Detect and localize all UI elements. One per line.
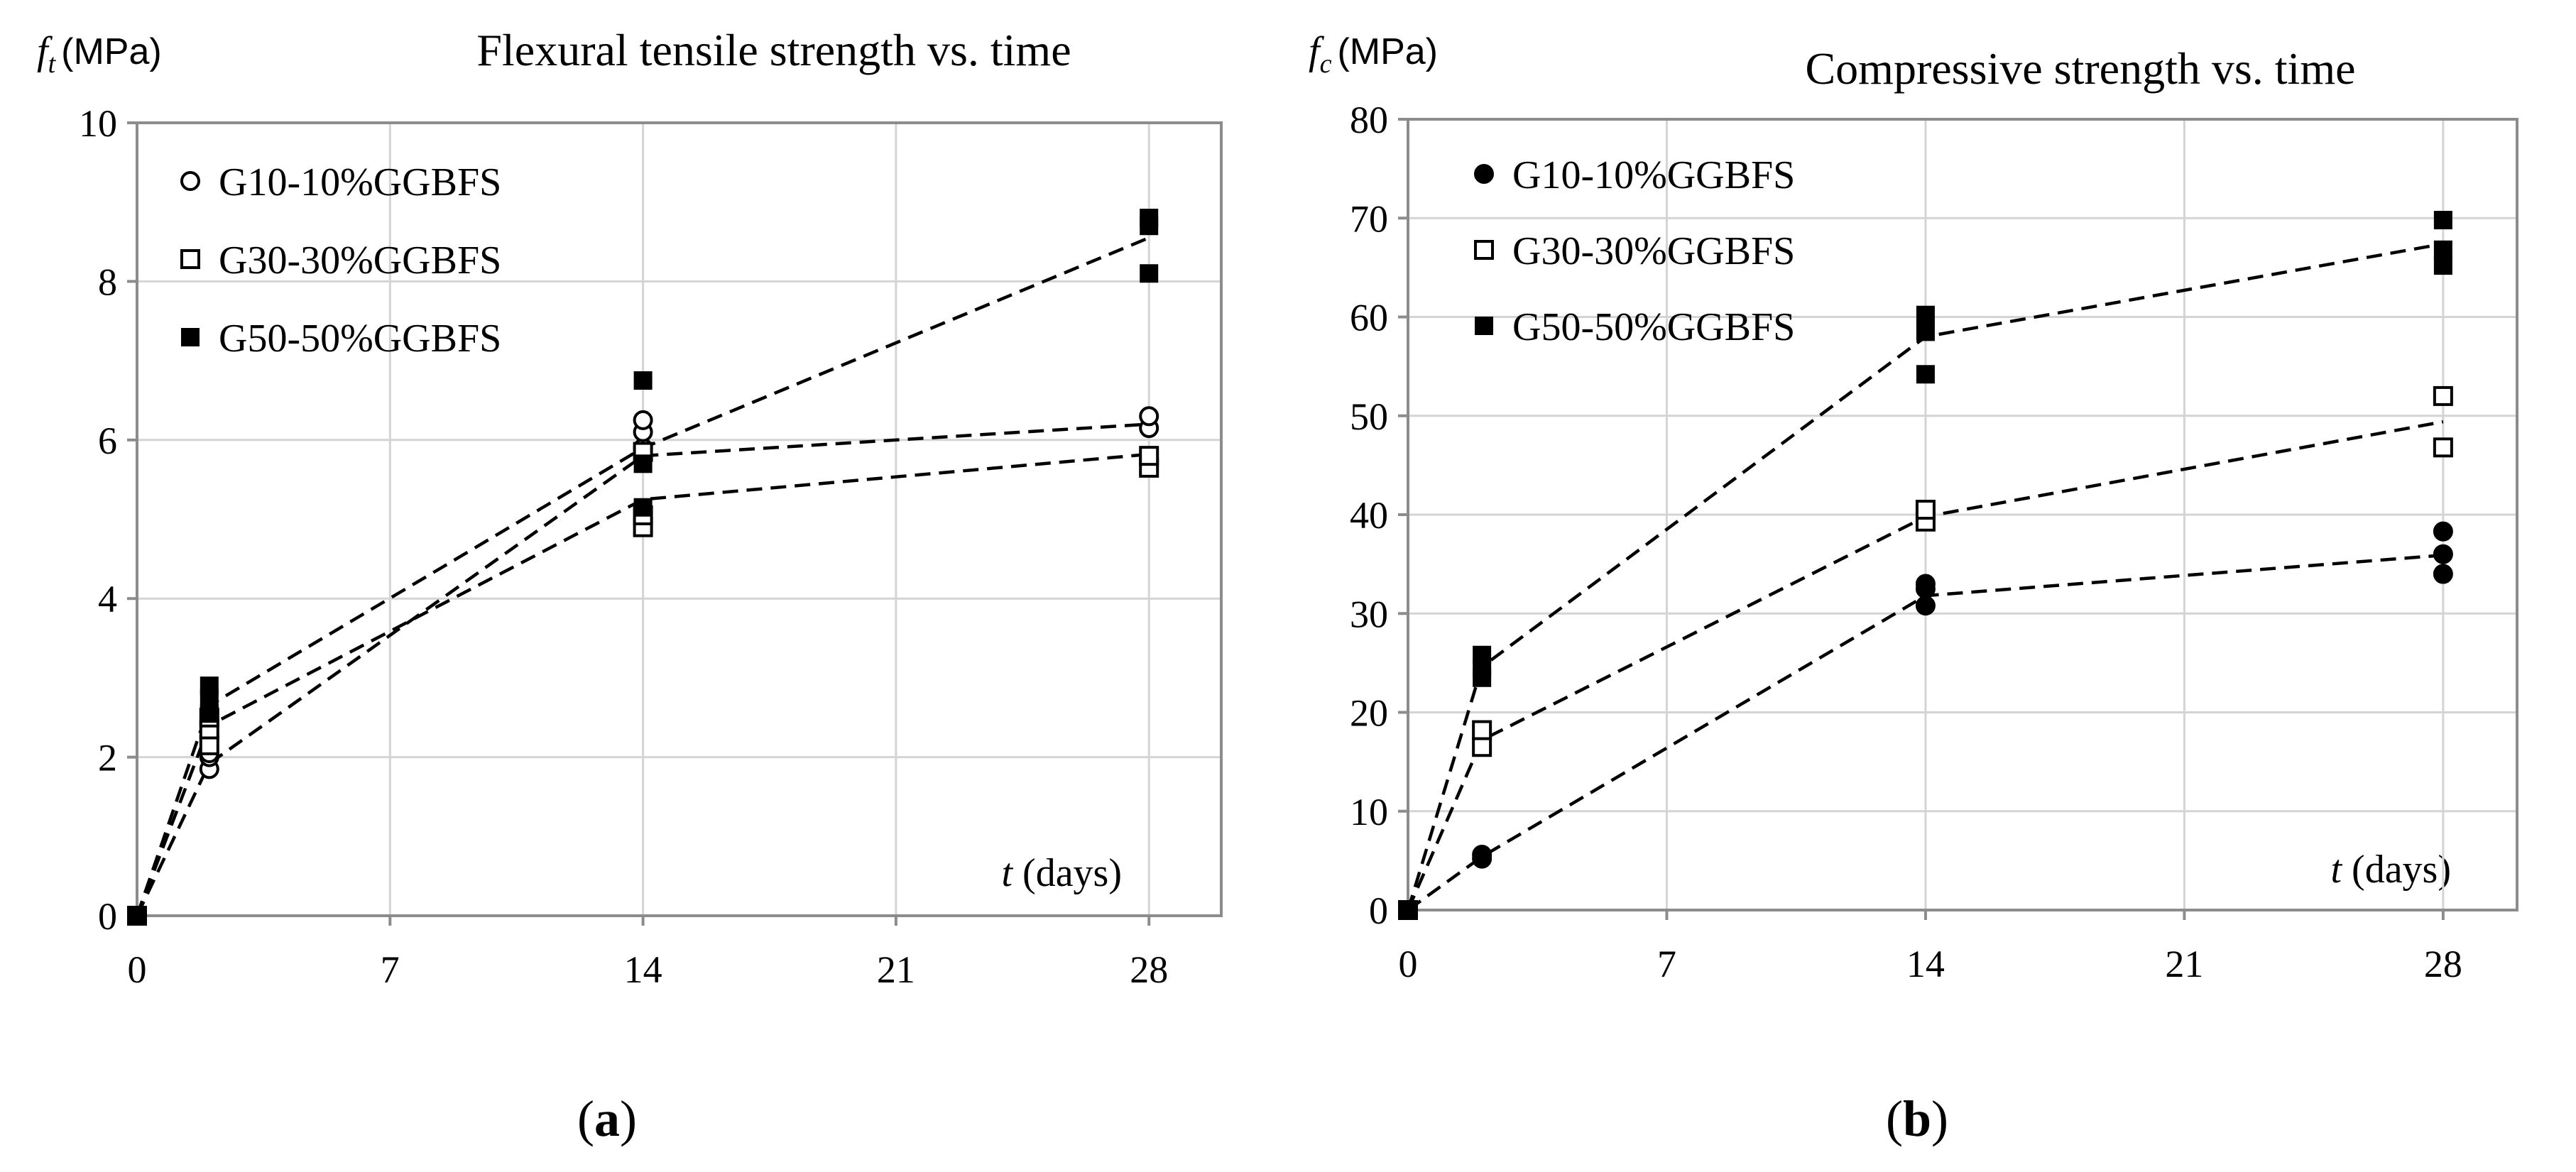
data-point — [2433, 385, 2453, 406]
data-point — [1139, 446, 1159, 466]
data-point — [1473, 645, 1492, 664]
chart-title: Compressive strength vs. time — [1805, 43, 2355, 94]
y-tick-label: 8 — [98, 261, 117, 303]
trend-line-g10-10%ggbfs — [135, 422, 1150, 916]
data-point — [1915, 574, 1936, 594]
legend-label: G30-30%GGBFS — [219, 239, 501, 283]
legend-marker — [181, 328, 200, 346]
y-axis-label: fc (MPa) — [1309, 29, 1438, 79]
x-tick-label: 14 — [624, 948, 662, 991]
y-tick-label: 0 — [98, 895, 117, 938]
x-tick-label: 7 — [381, 948, 400, 991]
y-tick-label: 20 — [1350, 692, 1388, 735]
y-tick-label: 10 — [79, 102, 117, 145]
legend-label: G50-50%GGBFS — [1512, 305, 1795, 349]
x-axis-label: t (days) — [2330, 848, 2451, 892]
y-tick-label: 2 — [98, 737, 117, 779]
grid-lines — [1408, 118, 2517, 910]
data-point — [633, 498, 653, 517]
legend-marker — [1475, 317, 1493, 335]
data-point — [200, 704, 219, 723]
y-tick-label: 70 — [1350, 197, 1388, 240]
x-tick-label: 7 — [1657, 943, 1676, 985]
data-point — [128, 907, 146, 925]
data-point — [1472, 737, 1492, 757]
legend-marker — [1474, 240, 1494, 260]
y-axis-label: ft (MPa) — [37, 29, 162, 79]
data-point — [2433, 256, 2452, 275]
plot-frame — [136, 121, 1223, 917]
data-point — [200, 677, 219, 696]
data-point — [2433, 437, 2453, 458]
x-axis-label: t (days) — [1001, 851, 1122, 895]
panel-b: Compressive strength vs. time fc (MPa) t(… — [1309, 29, 2518, 1147]
legend-marker — [180, 171, 200, 191]
panel-caption: (b) — [1886, 1090, 1948, 1147]
legend-label: G30-30%GGBFS — [1512, 229, 1795, 273]
data-point — [2433, 564, 2453, 584]
y-tick-label: 60 — [1350, 297, 1388, 339]
data-point — [633, 454, 653, 473]
data-point — [2433, 521, 2453, 542]
x-tick-label: 21 — [2165, 943, 2203, 985]
data-point — [1916, 365, 1935, 384]
x-tick-label: 14 — [1906, 943, 1945, 985]
x-tick-label: 0 — [128, 948, 147, 991]
legend: G10-10%GGBFS G30-30%GGBFS G50-50%GGBFS — [1474, 153, 1795, 349]
x-tick-label: 21 — [877, 948, 915, 991]
legend-label: G10-10%GGBFS — [1512, 153, 1795, 197]
chart-title: Flexural tensile strength vs. time — [476, 25, 1071, 75]
legend-label: G10-10%GGBFS — [219, 160, 501, 204]
legend-marker — [180, 249, 200, 269]
data-point — [1139, 406, 1159, 427]
panel-a: Flexural tensile strength vs. time ft (MP… — [37, 25, 1223, 1147]
data-point — [2433, 544, 2453, 564]
y-tick-label: 40 — [1350, 494, 1388, 537]
data-point — [633, 410, 653, 430]
legend: G10-10%GGBFS G30-30%GGBFS G50-50%GGBFS — [180, 160, 501, 361]
data-point — [633, 371, 653, 390]
y-tick-label: 10 — [1350, 791, 1388, 833]
legend-marker — [1474, 164, 1494, 184]
y-tick-label: 6 — [98, 420, 117, 462]
trend-line-g30-30%ggbfs — [135, 452, 1150, 916]
y-tick-label: 30 — [1350, 593, 1388, 635]
x-tick-label: 28 — [1130, 948, 1168, 991]
data-point — [1140, 209, 1159, 228]
trend-line-g10-10%ggbfs — [1407, 553, 2444, 911]
data-point — [1472, 720, 1492, 740]
data-point — [1916, 305, 1935, 324]
legend-label: G50-50%GGBFS — [219, 317, 501, 361]
data-point — [1915, 500, 1936, 520]
data-point — [1399, 901, 1417, 919]
y-tick-label: 80 — [1350, 99, 1388, 141]
x-tick-label: 0 — [1399, 943, 1418, 985]
trend-line-g30-30%ggbfs — [1406, 420, 2444, 911]
trend-line-g50-50%ggbfs — [1406, 242, 2444, 911]
data-point — [199, 735, 219, 755]
y-tick-label: 4 — [98, 578, 117, 620]
trend-line-g50-50%ggbfs — [135, 236, 1150, 916]
data-point — [1472, 845, 1492, 865]
data-point — [1916, 322, 1935, 341]
panel-caption: (a) — [577, 1090, 637, 1147]
y-tick-label: 0 — [1369, 889, 1388, 932]
data-point — [1915, 596, 1936, 616]
data-point — [1140, 264, 1159, 283]
data-point — [2433, 211, 2452, 230]
x-tick-label: 28 — [2424, 943, 2462, 985]
y-tick-label: 50 — [1350, 395, 1388, 438]
data-point — [2433, 240, 2452, 259]
